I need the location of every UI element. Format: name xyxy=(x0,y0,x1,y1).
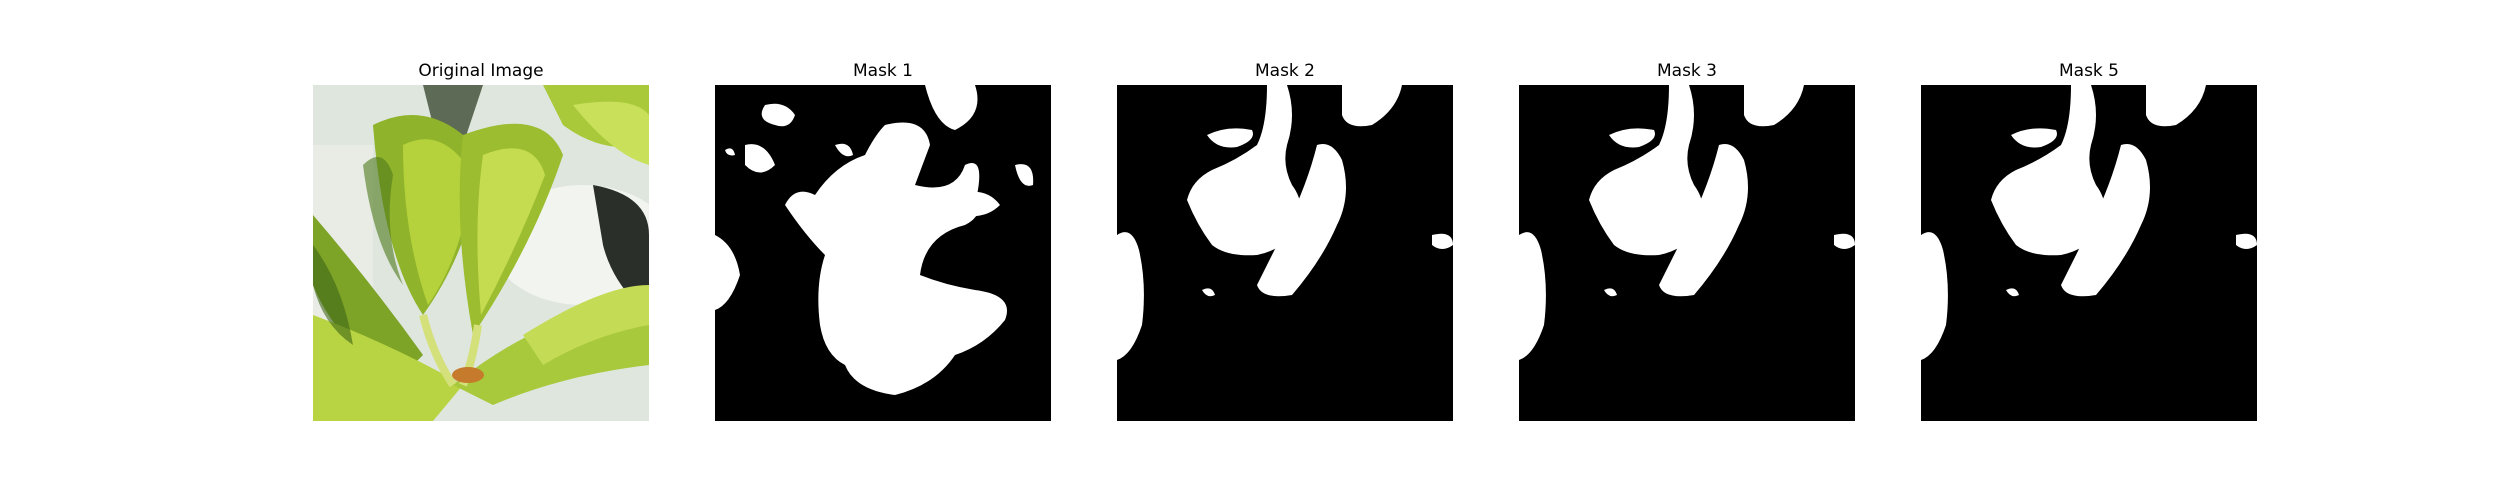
mask-2-image xyxy=(1117,85,1453,421)
panel-title-mask-3: Mask 3 xyxy=(1656,61,1717,81)
mask-5-image xyxy=(1921,85,2257,421)
panel-title-original: Original Image xyxy=(418,61,544,81)
original-image-panel xyxy=(313,85,649,421)
original-image xyxy=(313,85,649,421)
panel-title-mask-2: Mask 2 xyxy=(1254,61,1315,81)
mask-3-panel xyxy=(1519,85,1855,421)
mask-2-panel xyxy=(1117,85,1453,421)
panel-title-mask-1: Mask 1 xyxy=(852,61,913,81)
panel-title-mask-5: Mask 5 xyxy=(2058,61,2119,81)
mask-3-image xyxy=(1519,85,1855,421)
mask-5-panel xyxy=(1921,85,2257,421)
mask-1-image xyxy=(715,85,1051,421)
mask-1-panel xyxy=(715,85,1051,421)
